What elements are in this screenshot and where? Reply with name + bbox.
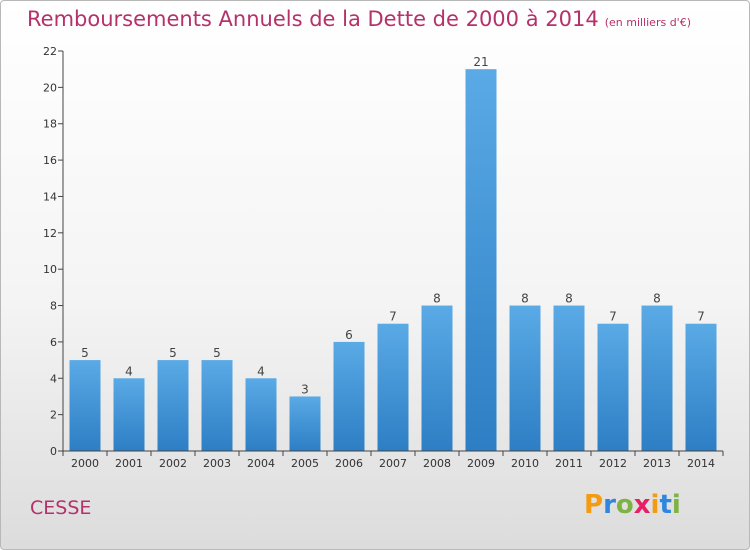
logo-letter: P — [584, 490, 604, 520]
y-tick-label: 16 — [43, 154, 57, 167]
logo-letter: x — [633, 490, 651, 520]
y-tick-label: 22 — [43, 45, 57, 58]
x-tick-label-2012: 2012 — [599, 457, 627, 470]
x-tick-label-2003: 2003 — [203, 457, 231, 470]
bar-2009 — [465, 69, 497, 451]
data-label-2004: 4 — [257, 364, 265, 378]
data-label-2010: 8 — [521, 292, 529, 306]
bar-2008 — [421, 305, 453, 451]
x-tick-label-2008: 2008 — [423, 457, 451, 470]
y-tick-label: 14 — [43, 190, 57, 203]
data-label-2011: 8 — [565, 292, 573, 306]
chart-title: Remboursements Annuels de la Dette de 20… — [27, 7, 691, 31]
logo-letter: i — [671, 490, 681, 520]
x-tick-label-2005: 2005 — [291, 457, 319, 470]
bar-2010 — [509, 305, 541, 451]
data-label-2008: 8 — [433, 292, 441, 306]
unit-note: (en milliers d'€) — [604, 16, 691, 29]
logo-letter: i — [650, 490, 660, 520]
bar-2000 — [69, 360, 101, 451]
x-tick-label-2006: 2006 — [335, 457, 363, 470]
bar-2006 — [333, 341, 365, 451]
bar-2013 — [641, 305, 673, 451]
x-tick-label-2014: 2014 — [687, 457, 715, 470]
y-tick-label: 2 — [50, 409, 57, 422]
commune-name: CESSE — [30, 497, 92, 519]
x-tick-label-2007: 2007 — [379, 457, 407, 470]
y-tick-label: 10 — [43, 263, 57, 276]
x-tick-label-2013: 2013 — [643, 457, 671, 470]
y-tick-label: 8 — [50, 300, 57, 313]
x-tick-label-2009: 2009 — [467, 457, 495, 470]
x-tick-label-2001: 2001 — [115, 457, 143, 470]
bar-2001 — [113, 378, 145, 451]
bar-chart: 0 2 4 6 8 10 12 14 16 18 20 22 5 4 5 5 4 3 6 7 8 21 8 8 7 8 7 200… — [43, 45, 724, 470]
logo-letter: r — [603, 490, 616, 520]
x-tick-label-2002: 2002 — [159, 457, 187, 470]
data-label-2007: 7 — [389, 310, 397, 324]
y-tick-label: 0 — [50, 445, 57, 458]
y-tick-label: 6 — [50, 336, 57, 349]
bars — [69, 69, 717, 451]
proxiti-logo: Proxiti — [584, 490, 681, 520]
bar-2002 — [157, 360, 189, 451]
data-label-2012: 7 — [609, 310, 617, 324]
x-axis: 2000 2001 2002 2003 2004 2005 2006 2007 2008 2009… — [62, 450, 724, 470]
y-tick-label: 12 — [43, 227, 57, 240]
bar-2004 — [245, 378, 277, 451]
data-label-2006: 6 — [345, 328, 353, 342]
data-label-2013: 8 — [653, 292, 661, 306]
logo-letter: t — [659, 490, 672, 520]
bar-2005 — [289, 396, 321, 451]
data-label-2005: 3 — [301, 382, 309, 396]
data-label-2000: 5 — [81, 346, 89, 360]
bar-2007 — [377, 323, 409, 451]
y-axis: 0 2 4 6 8 10 12 14 16 18 20 22 — [43, 45, 64, 458]
x-tick-label-2010: 2010 — [511, 457, 539, 470]
data-label-2014: 7 — [697, 310, 705, 324]
x-tick-label-2000: 2000 — [71, 457, 99, 470]
chart-title-text: Remboursements Annuels de la Dette de 20… — [27, 7, 599, 31]
y-tick-label: 18 — [43, 118, 57, 131]
data-label-2001: 4 — [125, 364, 133, 378]
data-label-2009: 21 — [473, 55, 488, 69]
y-tick-label: 20 — [43, 81, 57, 94]
bar-2012 — [597, 323, 629, 451]
bar-2011 — [553, 305, 585, 451]
x-tick-label-2004: 2004 — [247, 457, 275, 470]
bar-2003 — [201, 360, 233, 451]
logo-letter: o — [615, 490, 634, 520]
data-label-2002: 5 — [169, 346, 177, 360]
bar-2014 — [685, 323, 717, 451]
data-labels: 5 4 5 5 4 3 6 7 8 21 8 8 7 8 7 — [81, 55, 705, 396]
x-tick-label-2011: 2011 — [555, 457, 583, 470]
data-label-2003: 5 — [213, 346, 221, 360]
y-tick-label: 4 — [50, 372, 57, 385]
